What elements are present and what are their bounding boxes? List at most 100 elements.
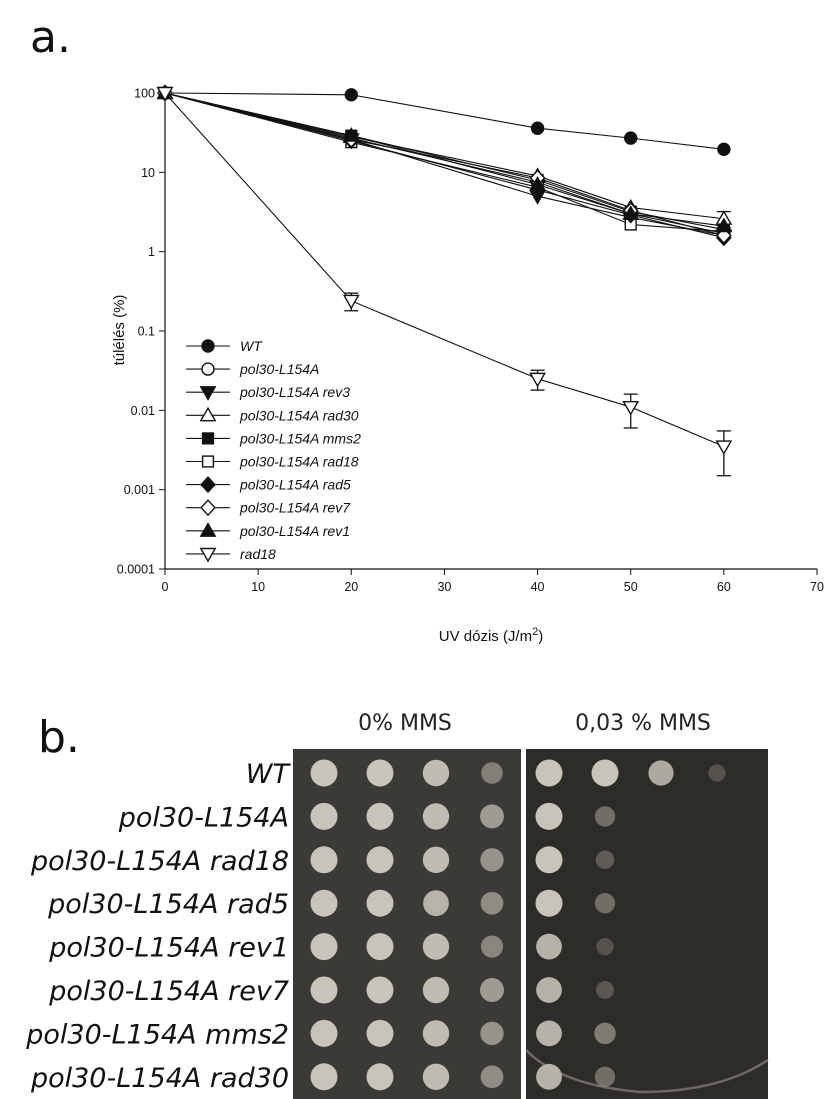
legend-entry: pol30-L154A rev1 [186,522,350,539]
chart-legend: WT pol30-L154A pol30-L154A rev3 pol30-L154A… [186,338,361,563]
chart-series [156,84,733,477]
yeast-spot [422,1020,450,1047]
condition-label-0mms: 0% MMS [358,711,452,736]
series-pol30-l154a-rad30 [156,84,733,229]
yeast-spot [480,848,504,872]
yeast-spot [536,1020,562,1047]
y-tick-label: 0.001 [124,483,155,497]
yeast-spot [422,759,450,787]
yeast-spot [422,976,450,1004]
y-tick-label: 100 [134,87,155,101]
y-tick-label: 0.01 [131,404,155,418]
condition-label-003mms: 0,03 % MMS [575,711,711,736]
yeast-spot [480,978,504,1002]
yeast-spot [310,1063,338,1091]
strain-label: pol30-L154A rad5 [47,889,289,920]
legend-label: pol30-L154A mms2 [239,430,361,446]
panel-b-letter: b. [38,712,80,763]
data-point [529,176,546,191]
series-pol30-l154a-mms2 [158,86,730,236]
yeast-spot [366,759,394,787]
yeast-spot [596,981,614,999]
legend-marker [199,406,217,422]
yeast-spot [310,802,338,830]
yeast-spot [594,893,616,914]
yeast-spot [422,1063,450,1090]
legend-label: pol30-L154A [239,361,319,377]
yeast-spot [481,762,503,784]
legend-label: pol30-L154A rev7 [239,500,351,516]
panel-a-letter: a. [30,12,71,63]
data-point [624,131,638,145]
x-tick-label: 50 [624,580,638,594]
yeast-spot [480,935,504,958]
yeast-spot [535,846,563,874]
legend-marker [200,476,216,494]
strain-label: pol30-L154A rev7 [48,976,289,1007]
legend-entry: pol30-L154A mms2 [186,430,361,446]
x-tick-label: 10 [251,580,265,594]
strain-label: pol30-L154A [118,802,289,833]
data-point [715,217,733,233]
spots-003mms [535,759,726,1090]
legend-marker [201,339,215,353]
data-point [342,294,360,310]
spot-assay: 0% MMS 0,03 % MMS WT pol30-L154A pol30-L15… [25,711,769,1099]
data-point [529,372,546,388]
legend-label: WT [240,338,263,354]
chart-axes [164,91,817,570]
strain-label: pol30-L154A mms2 [25,1019,289,1050]
legend-label: pol30-L154A rev3 [239,384,350,400]
legend-entry: pol30-L154A rad18 [186,454,359,470]
yeast-spot [591,759,619,787]
yeast-spot [648,760,674,786]
yeast-spot [480,891,504,915]
yeast-spot [480,1021,504,1046]
y-tick-label: 0.0001 [117,563,155,577]
legend-label: pol30-L154A rev1 [239,523,350,539]
yeast-spot [310,889,338,917]
yeast-spot [480,1065,504,1089]
chart-ticks: 0 10 20 30 40 50 60 70 0.0001 0.001 0.01 0.1 1 10 100 [117,87,824,595]
yeast-spot [536,977,562,1003]
y-tick-label: 1 [148,245,155,259]
yeast-spot [366,889,394,917]
x-tick-label: 20 [344,580,358,594]
legend-entry: pol30-L154A rad30 [186,406,359,423]
legend-label: rad18 [240,546,276,562]
yeast-spot [423,890,449,917]
yeast-spot [536,933,562,960]
data-point [342,127,360,142]
series-pol30-l154a-rev1 [156,84,733,233]
x-axis-title: UV dózis (J/m2) [439,626,543,645]
yeast-spot [310,933,338,961]
y-tick-label: 10 [141,166,155,180]
strain-label: WT [246,759,292,790]
x-tick-label: 40 [531,580,545,594]
strain-label: pol30-L154A rad30 [30,1063,289,1094]
data-point [717,142,731,157]
yeast-spot [535,802,563,830]
series-rad18 [156,86,733,477]
uv-survival-chart: 0 10 20 30 40 50 60 700.00010.0010.010.1110100 … [111,84,824,645]
legend-marker [200,499,216,517]
legend-entry: pol30-L154A rev3 [186,384,350,401]
y-axis-title: túlélés (%) [111,295,128,366]
legend-entry: pol30-L154A [186,361,319,377]
yeast-spot [366,933,394,961]
strain-label: pol30-L154A rad18 [30,846,289,877]
yeast-spot [708,764,726,782]
data-point [622,205,640,220]
legend-marker [201,432,215,445]
yeast-spot [366,846,394,874]
legend-marker [201,362,215,376]
x-tick-label: 70 [810,580,824,594]
legend-marker [201,455,215,468]
series-pol30-l154a-rad5 [157,84,732,247]
yeast-spot [596,937,614,956]
yeast-spot [535,759,563,787]
legend-marker [199,547,217,563]
data-point [156,86,174,102]
yeast-spot [422,846,450,873]
